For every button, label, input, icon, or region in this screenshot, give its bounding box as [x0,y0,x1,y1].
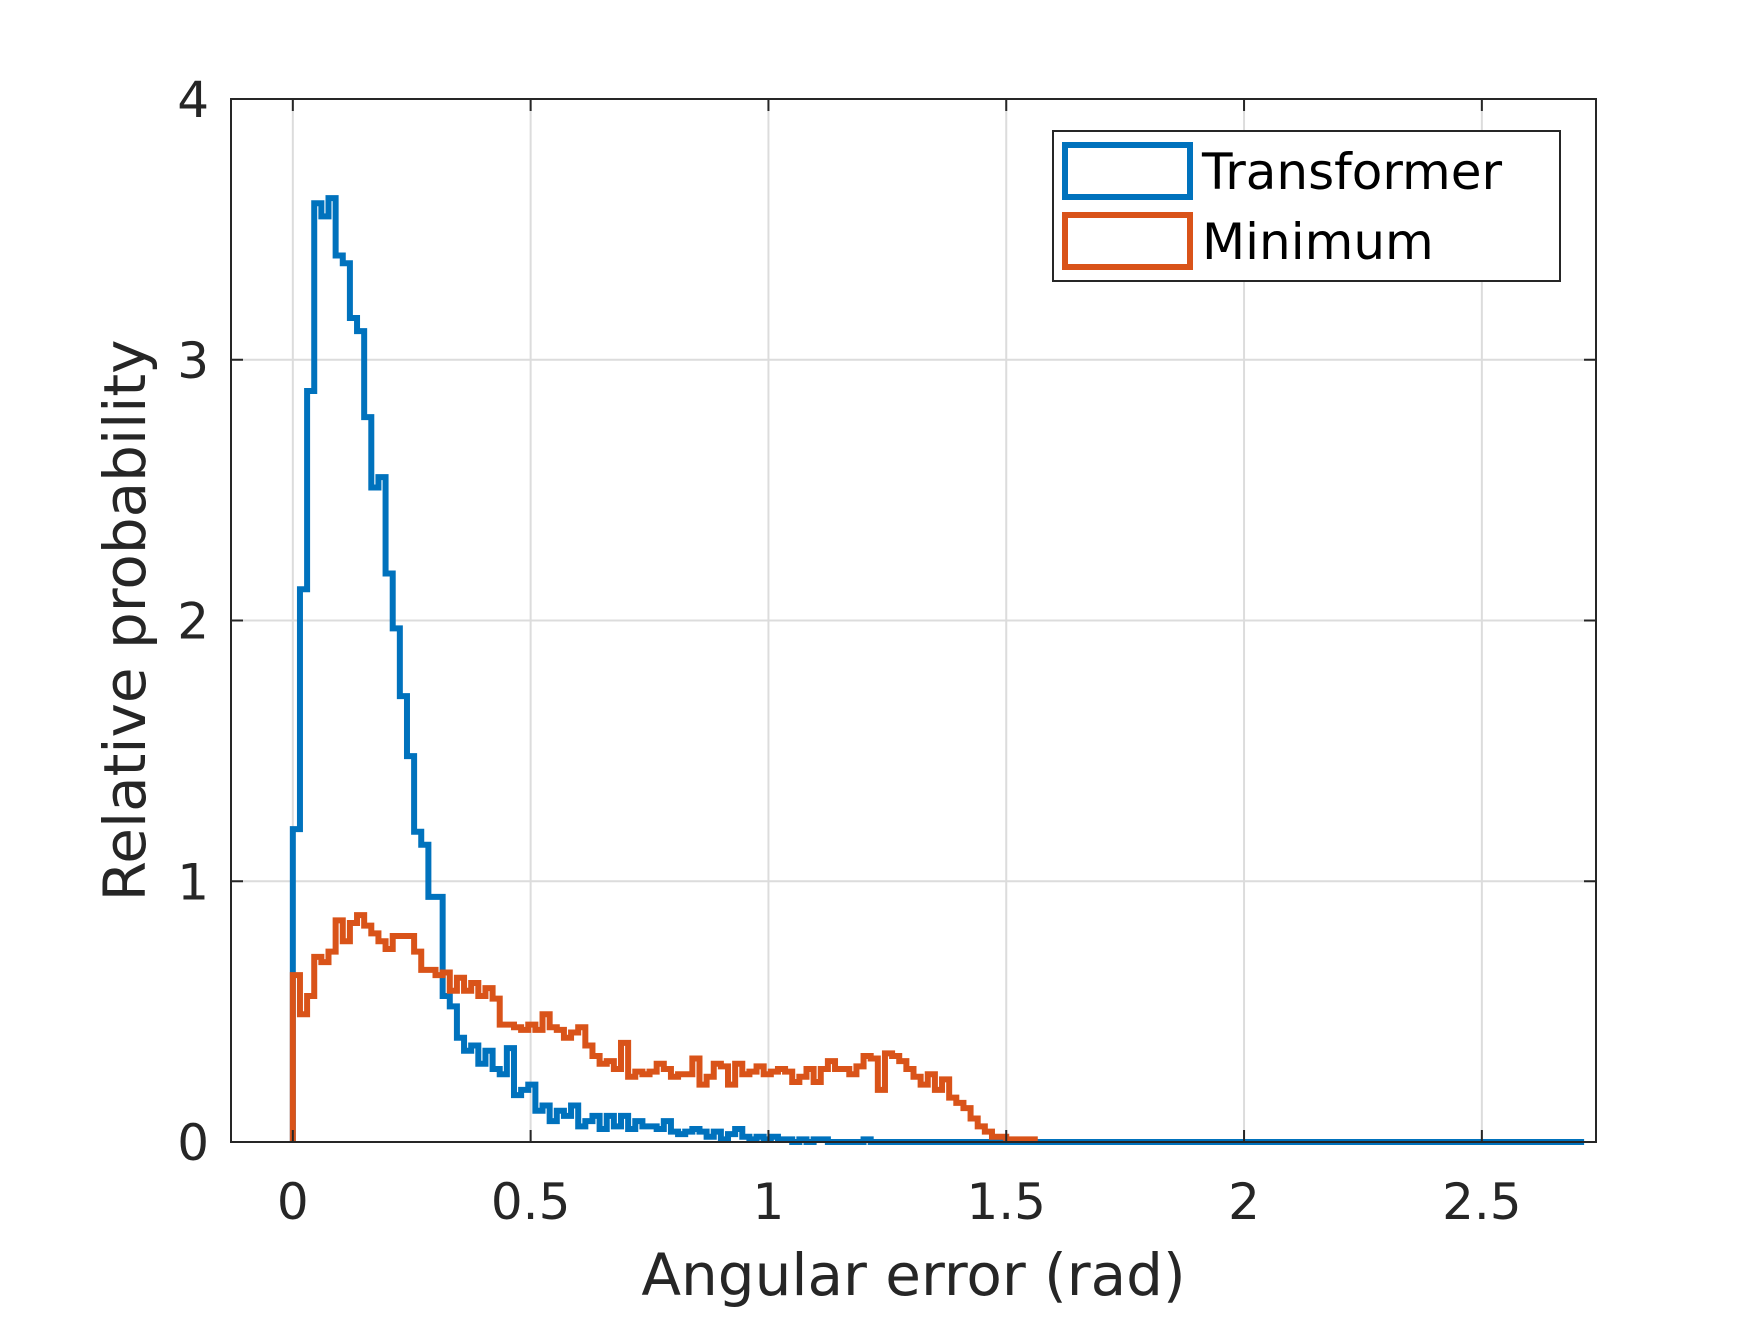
y-tick-label: 2 [177,593,209,651]
y-tick-label: 3 [177,332,209,390]
y-axis-title: Relative probability [91,340,159,902]
y-tick-label: 4 [177,71,209,129]
legend-swatch-transformer [1062,142,1193,200]
legend-label-minimum: Minimum [1202,213,1434,271]
x-tick-label: 2.5 [1442,1173,1522,1231]
x-tick-label: 2 [1228,1173,1260,1231]
x-tick-label: 1.5 [966,1173,1046,1231]
x-axis-title: Angular error (rad) [641,1241,1185,1309]
tick-layer: 0 0.5 1 1.5 2 2.5 0 1 2 3 4 [177,71,1596,1231]
x-tick-label: 0.5 [491,1173,571,1231]
x-tick-label: 1 [753,1173,785,1231]
legend-swatch-minimum [1062,212,1193,270]
legend-label-transformer: Transformer [1201,143,1502,201]
legend: Transformer Minimum [1052,130,1561,282]
y-tick-label: 1 [177,853,209,911]
x-tick-label: 0 [277,1173,309,1231]
y-tick-label: 0 [177,1114,209,1172]
series-line-minimum [289,912,1038,1143]
